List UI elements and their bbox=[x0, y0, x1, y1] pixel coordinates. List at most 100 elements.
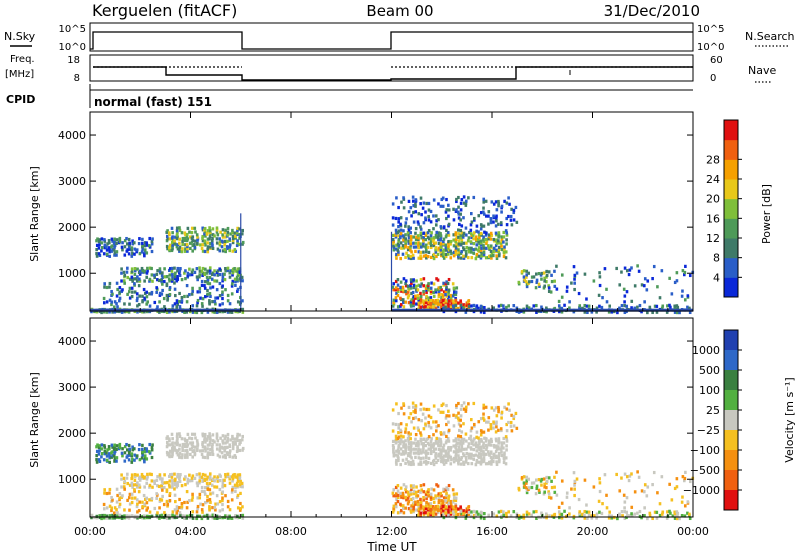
range-gate-cell bbox=[404, 237, 408, 241]
range-gate-cell bbox=[145, 302, 148, 306]
range-gate-cell bbox=[439, 444, 442, 448]
freq-tick-top: 18 bbox=[67, 55, 80, 66]
range-gate-cell bbox=[680, 514, 684, 518]
range-gate-cell bbox=[449, 306, 453, 310]
range-gate-cell bbox=[406, 502, 410, 506]
range-gate-cell bbox=[140, 266, 144, 271]
range-gate-cell bbox=[158, 516, 161, 520]
range-gate-cell bbox=[474, 453, 478, 457]
range-gate-cell bbox=[208, 229, 212, 233]
range-gate-cell bbox=[422, 511, 426, 515]
range-gate-cell bbox=[482, 458, 486, 462]
range-gate-cell bbox=[201, 271, 205, 275]
range-gate-cell bbox=[148, 485, 151, 489]
range-gate-cell bbox=[235, 437, 239, 441]
x-tick-label: 00:00 bbox=[74, 525, 106, 538]
range-gate-cell bbox=[590, 514, 594, 518]
range-gate-cell bbox=[459, 407, 463, 411]
range-gate-cell bbox=[482, 310, 486, 315]
range-gate-cell bbox=[462, 241, 466, 245]
range-gate-cell bbox=[447, 496, 450, 500]
range-gate-cell bbox=[133, 247, 137, 251]
range-gate-cell bbox=[505, 407, 509, 411]
range-gate-cell bbox=[130, 492, 134, 496]
range-gate-cell bbox=[630, 505, 634, 509]
range-gate-cell bbox=[193, 516, 197, 520]
range-gate-cell bbox=[570, 281, 573, 285]
range-gate-cell bbox=[111, 247, 114, 252]
range-gate-cell bbox=[231, 444, 235, 449]
range-gate-cell bbox=[397, 252, 400, 257]
range-gate-cell bbox=[436, 304, 440, 309]
range-gate-cell bbox=[223, 243, 226, 247]
range-gate-cell bbox=[216, 479, 220, 483]
range-gate-cell bbox=[462, 201, 466, 205]
range-gate-cell bbox=[239, 479, 242, 483]
range-gate-cell bbox=[673, 304, 676, 308]
range-gate-cell bbox=[220, 239, 224, 243]
range-gate-cell bbox=[454, 456, 458, 461]
range-gate-cell bbox=[573, 483, 576, 487]
range-gate-cell bbox=[392, 450, 395, 454]
range-gate-cell bbox=[436, 236, 440, 240]
range-gate-cell bbox=[412, 489, 416, 493]
range-gate-cell bbox=[688, 516, 692, 521]
range-gate-cell bbox=[412, 298, 416, 302]
range-gate-cell bbox=[141, 514, 144, 519]
range-gate-cell bbox=[444, 301, 448, 305]
range-gate-cell bbox=[427, 488, 430, 492]
range-gate-cell bbox=[427, 511, 431, 515]
range-gate-cell bbox=[165, 516, 169, 521]
range-gate-cell bbox=[482, 418, 486, 422]
range-gate-cell bbox=[457, 458, 461, 462]
range-gate-cell bbox=[108, 447, 111, 451]
range-gate-cell bbox=[681, 475, 685, 479]
range-gate-cell bbox=[130, 483, 134, 487]
range-gate-cell bbox=[487, 513, 491, 517]
range-gate-cell bbox=[447, 483, 451, 488]
range-gate-cell bbox=[449, 448, 452, 452]
range-gate-cell bbox=[392, 241, 395, 245]
range-gate-cell bbox=[417, 462, 421, 466]
range-gate-cell bbox=[442, 448, 445, 452]
range-gate-cell bbox=[409, 506, 413, 510]
range-gate-cell bbox=[497, 233, 501, 237]
range-gate-cell bbox=[183, 514, 187, 518]
range-gate-cell bbox=[434, 447, 437, 451]
range-gate-cell bbox=[432, 294, 436, 298]
range-gate-cell bbox=[450, 299, 453, 303]
range-gate-cell bbox=[188, 293, 191, 297]
range-gate-cell bbox=[545, 475, 548, 480]
range-gate-cell bbox=[167, 453, 171, 457]
range-gate-cell bbox=[643, 300, 646, 304]
range-gate-cell bbox=[158, 310, 161, 314]
range-gate-cell bbox=[112, 454, 116, 458]
range-gate-cell bbox=[186, 432, 190, 436]
range-gate-cell bbox=[494, 406, 498, 410]
range-gate-cell bbox=[424, 492, 428, 496]
range-gate-cell bbox=[97, 239, 101, 244]
range-gate-cell bbox=[482, 240, 486, 244]
range-gate-cell bbox=[399, 440, 402, 444]
range-gate-cell bbox=[542, 492, 546, 496]
range-gate-cell bbox=[578, 304, 582, 308]
range-gate-cell bbox=[144, 291, 147, 296]
range-gate-cell bbox=[472, 237, 475, 241]
range-gate-cell bbox=[411, 290, 415, 295]
range-gate-cell bbox=[127, 458, 131, 462]
range-gate-cell bbox=[490, 462, 493, 466]
range-gate-cell bbox=[160, 483, 164, 488]
range-gate-cell bbox=[445, 439, 448, 443]
range-gate-cell bbox=[241, 485, 244, 489]
range-gate-cell bbox=[660, 306, 664, 310]
range-gate-cell bbox=[394, 286, 398, 290]
range-gate-cell bbox=[118, 492, 122, 496]
range-gate-cell bbox=[457, 454, 460, 458]
range-gate-cell bbox=[503, 405, 506, 409]
range-gate-cell bbox=[203, 230, 207, 234]
range-gate-cell bbox=[199, 243, 202, 247]
range-gate-cell bbox=[444, 460, 448, 465]
range-gate-cell bbox=[615, 266, 618, 271]
range-gate-cell bbox=[221, 478, 225, 482]
range-gate-cell bbox=[487, 443, 490, 447]
